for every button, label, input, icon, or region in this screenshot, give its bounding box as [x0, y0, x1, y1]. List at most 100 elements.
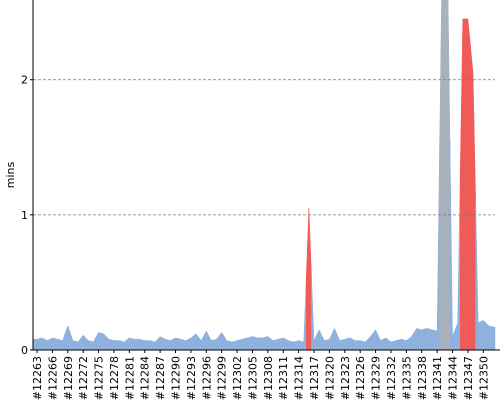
x-tick-label: #12290	[170, 356, 183, 400]
build-area	[295, 340, 302, 350]
build-area	[213, 335, 220, 350]
build-area	[244, 336, 251, 350]
x-tick-label: #12302	[231, 356, 244, 400]
build-area	[470, 45, 476, 350]
build-area	[429, 328, 435, 350]
build-area	[434, 137, 440, 350]
x-tick-label: #12299	[216, 356, 229, 400]
x-tick-label: #12287	[154, 356, 167, 400]
build-area	[49, 337, 56, 350]
build-area	[182, 338, 189, 350]
build-area	[229, 340, 235, 350]
x-tick-label: #12323	[339, 356, 352, 400]
x-tick-label: #12311	[277, 356, 290, 400]
build-area	[259, 336, 266, 350]
y-tick-label: 2	[21, 74, 28, 87]
build-area	[218, 331, 225, 350]
build-area	[44, 338, 51, 350]
build-area	[398, 338, 405, 350]
build-area	[480, 319, 487, 350]
build-area	[136, 338, 143, 350]
build-area	[424, 328, 430, 350]
y-tick-label: 0	[21, 344, 28, 357]
x-tick-label: #12341	[431, 356, 444, 400]
build-area	[454, 170, 461, 350]
build-area	[347, 337, 353, 350]
x-tick-label: #12320	[323, 356, 336, 400]
build-area	[193, 333, 199, 350]
build-area	[280, 337, 287, 350]
x-tick-label: #12329	[370, 356, 383, 400]
build-area	[449, 140, 456, 350]
x-tick-label: #12284	[139, 356, 152, 400]
build-area	[326, 333, 333, 350]
build-area	[408, 331, 415, 350]
x-tick-label: #12308	[262, 356, 275, 400]
build-area	[39, 337, 45, 350]
build-area	[239, 338, 246, 350]
x-tick-label: #12266	[46, 356, 59, 400]
build-area	[321, 335, 328, 350]
build-area	[306, 208, 312, 350]
x-tick-label: #12305	[246, 356, 259, 400]
x-tick-label: #12293	[185, 356, 198, 400]
build-area	[203, 330, 210, 350]
build-area	[372, 329, 379, 350]
build-area	[311, 274, 317, 350]
build-area	[254, 336, 261, 350]
build-area	[234, 339, 240, 350]
build-area	[316, 329, 322, 350]
x-tick-label: #12278	[108, 356, 121, 400]
build-area	[121, 339, 128, 350]
build-area	[352, 338, 358, 350]
y-axis-label: mins	[4, 161, 17, 188]
x-tick-label: #12350	[477, 356, 490, 400]
build-area	[85, 337, 92, 350]
y-tick-label: 1	[21, 209, 28, 222]
x-tick-label: #12269	[62, 356, 75, 400]
build-area	[383, 337, 389, 350]
build-area	[459, 18, 466, 350]
build-area	[403, 337, 410, 350]
build-area	[413, 328, 420, 350]
build-area	[33, 338, 40, 350]
build-area	[290, 340, 297, 350]
build-area	[362, 338, 369, 350]
build-area	[177, 338, 184, 350]
build-area	[393, 339, 399, 350]
build-area	[198, 335, 204, 350]
build-area	[95, 332, 102, 350]
x-tick-label: #12281	[123, 356, 136, 400]
build-area	[147, 340, 153, 350]
x-tick-label: #12275	[93, 356, 106, 400]
build-area	[106, 335, 112, 350]
build-area	[490, 326, 496, 350]
x-tick-label: #12263	[31, 356, 44, 400]
x-tick-label: #12317	[308, 356, 321, 400]
build-area	[172, 337, 179, 350]
x-tick-label: #12332	[385, 356, 398, 400]
build-area	[331, 327, 338, 350]
build-area	[388, 339, 394, 350]
build-area	[357, 340, 364, 350]
build-area	[90, 337, 97, 350]
build-area	[100, 332, 107, 350]
build-area	[249, 336, 256, 350]
build-area	[265, 336, 271, 350]
build-area	[444, 0, 451, 350]
build-area	[59, 333, 66, 350]
build-area	[475, 197, 481, 350]
build-area	[208, 335, 215, 350]
x-tick-label: #12314	[293, 356, 306, 400]
build-area	[80, 334, 86, 350]
build-area	[162, 337, 169, 350]
build-area	[300, 274, 307, 350]
build-area	[439, 0, 446, 350]
build-area	[64, 324, 71, 350]
build-area	[465, 18, 471, 350]
build-area	[152, 338, 158, 350]
build-area	[270, 337, 276, 350]
x-tick-label: #12344	[447, 356, 460, 400]
build-area	[167, 338, 174, 350]
build-area	[126, 337, 133, 350]
